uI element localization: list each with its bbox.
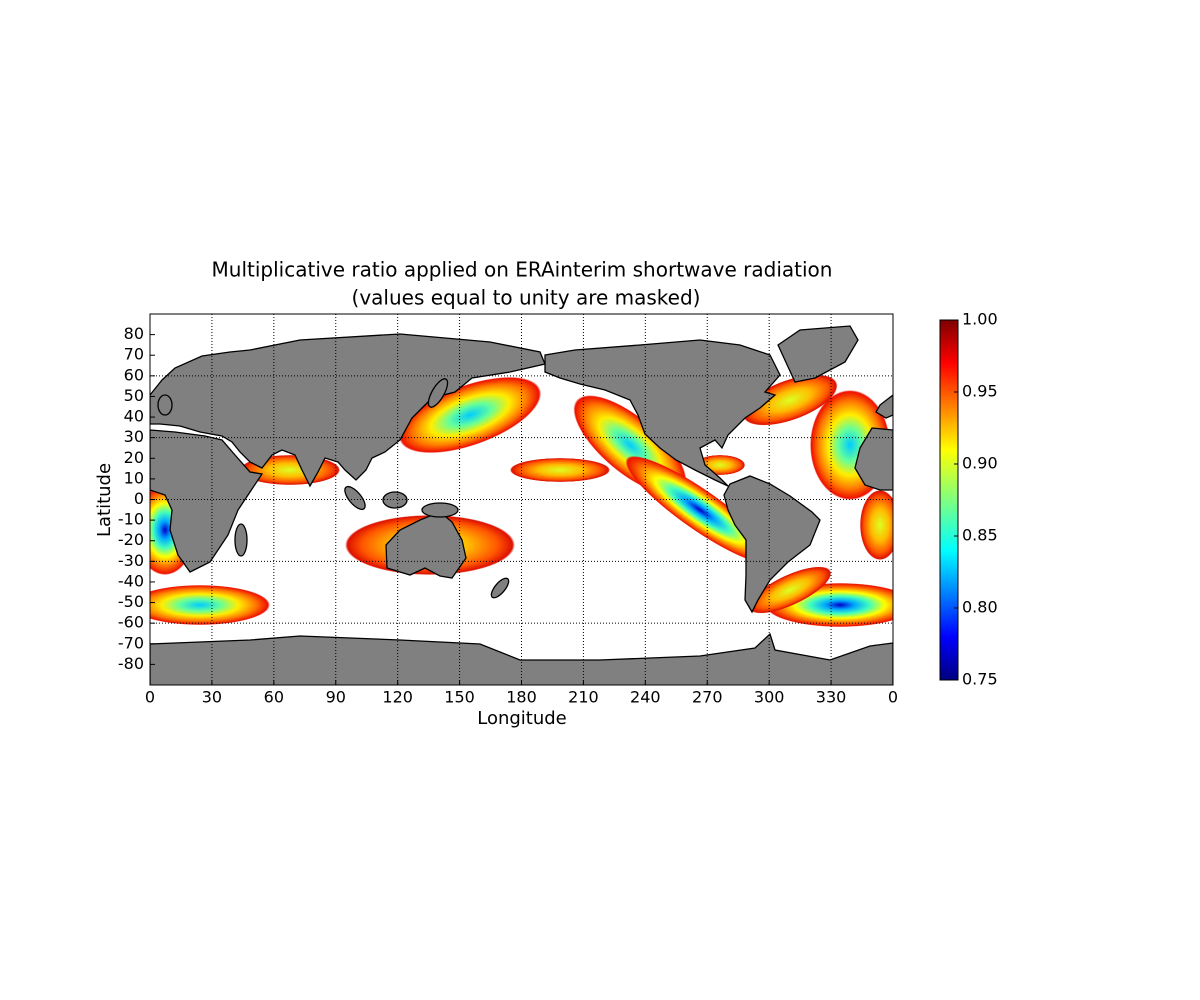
field-patch [860, 490, 893, 560]
y-tick-label: -50 [118, 592, 144, 611]
south-america [723, 475, 821, 614]
x-tick-label: 270 [692, 688, 723, 707]
madagascar [234, 523, 248, 557]
y-tick-label: 10 [124, 468, 144, 487]
x-tick-label: 30 [202, 688, 222, 707]
y-tick-label: -20 [118, 530, 144, 549]
x-axis-label: Longitude [477, 708, 567, 729]
chart-title: Multiplicative ratio applied on ERAinter… [212, 258, 833, 282]
y-tick-label: 0 [134, 489, 144, 508]
new-zealand [490, 577, 510, 599]
new-guinea [421, 502, 459, 518]
colorbar-tick-label: 0.75 [962, 670, 998, 689]
y-tick-label: -10 [118, 510, 144, 529]
x-tick-label: 120 [382, 688, 413, 707]
y-tick-label: 50 [124, 386, 144, 405]
africa-west [854, 427, 893, 491]
colorbar-tick-label: 0.80 [962, 598, 998, 617]
x-tick-label: 180 [506, 688, 537, 707]
field-patch [150, 585, 270, 625]
y-tick-label: -60 [118, 613, 144, 632]
y-tick-label: 20 [124, 448, 144, 467]
greenland [777, 325, 859, 383]
x-tick-label: 60 [264, 688, 284, 707]
x-tick-label: 150 [444, 688, 475, 707]
eurasia [150, 333, 546, 488]
field-patch [748, 566, 832, 614]
north-america [544, 339, 781, 487]
field-patch [742, 374, 838, 426]
x-tick-label: 210 [568, 688, 599, 707]
field-patch [510, 458, 610, 482]
europe-west [875, 394, 893, 419]
y-tick-label: -40 [118, 571, 144, 590]
y-axis-label: Latitude [94, 463, 115, 537]
y-tick-label: -80 [118, 654, 144, 673]
africa [150, 429, 264, 573]
y-tick-label: 40 [124, 407, 144, 426]
sumatra [344, 485, 366, 511]
y-tick-label: 30 [124, 427, 144, 446]
colorbar-tick-label: 1.00 [962, 310, 998, 329]
x-tick-label: 300 [754, 688, 785, 707]
colorbar [939, 319, 959, 681]
antarctica [150, 632, 893, 685]
x-tick-label: 0 [888, 688, 898, 707]
borneo [382, 491, 408, 509]
colorbar-tick-label: 0.85 [962, 526, 998, 545]
colorbar-tick-label: 0.95 [962, 382, 998, 401]
y-tick-label: -70 [118, 633, 144, 652]
y-tick-label: 80 [124, 324, 144, 343]
field-patch [625, 455, 775, 565]
britain [157, 394, 173, 416]
y-tick-label: 70 [124, 345, 144, 364]
y-tick-label: -30 [118, 551, 144, 570]
x-tick-label: 240 [630, 688, 661, 707]
x-tick-label: 330 [816, 688, 847, 707]
japan [427, 378, 449, 408]
field-patch [398, 376, 542, 454]
y-tick-label: 60 [124, 365, 144, 384]
chart-subtitle: (values equal to unity are masked) [352, 286, 701, 310]
colorbar-tick-label: 0.90 [962, 454, 998, 473]
x-tick-label: 90 [326, 688, 346, 707]
land [150, 325, 893, 685]
x-tick-label: 0 [145, 688, 155, 707]
